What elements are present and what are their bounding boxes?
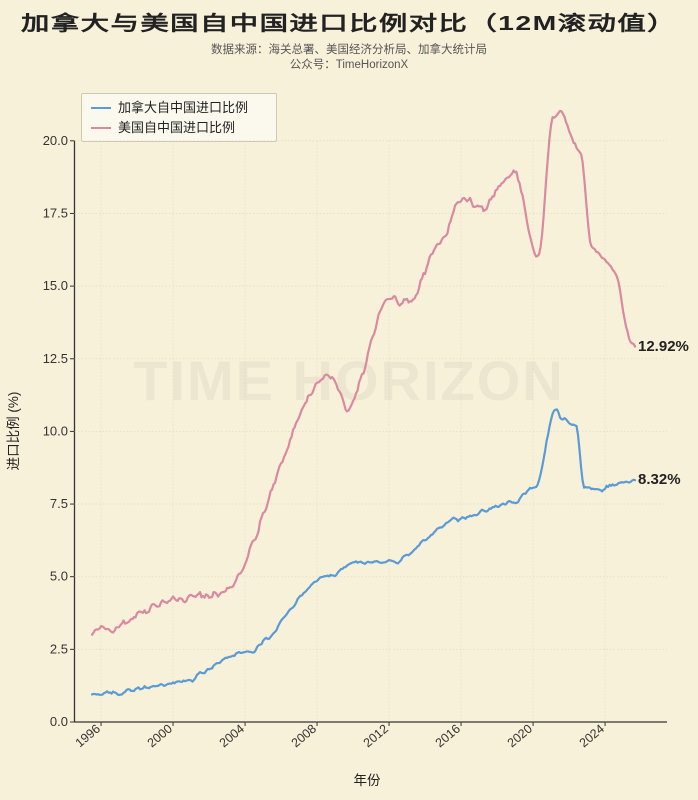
svg-text:12.92%: 12.92%	[638, 338, 689, 355]
svg-text:17.5: 17.5	[43, 205, 68, 220]
svg-text:15.0: 15.0	[43, 278, 68, 293]
svg-text:8.32%: 8.32%	[638, 471, 681, 488]
svg-text:2008: 2008	[289, 722, 319, 751]
svg-text:2012: 2012	[361, 722, 391, 751]
svg-text:2020: 2020	[505, 722, 535, 751]
svg-text:TIME HORIZON: TIME HORIZON	[133, 349, 565, 412]
svg-text:10.0: 10.0	[43, 423, 68, 438]
svg-text:进口比例 (%): 进口比例 (%)	[6, 392, 21, 471]
svg-text:年份: 年份	[354, 773, 381, 788]
svg-text:7.5: 7.5	[50, 496, 68, 511]
svg-text:2016: 2016	[433, 722, 463, 751]
svg-text:2.5: 2.5	[50, 641, 68, 656]
svg-text:2024: 2024	[577, 722, 607, 751]
svg-text:5.0: 5.0	[50, 569, 68, 584]
svg-text:2004: 2004	[217, 722, 247, 751]
svg-text:0.0: 0.0	[50, 714, 68, 729]
svg-text:1996: 1996	[73, 722, 103, 751]
svg-text:2000: 2000	[145, 722, 175, 751]
svg-text:20.0: 20.0	[43, 133, 68, 148]
svg-text:12.5: 12.5	[43, 351, 68, 366]
